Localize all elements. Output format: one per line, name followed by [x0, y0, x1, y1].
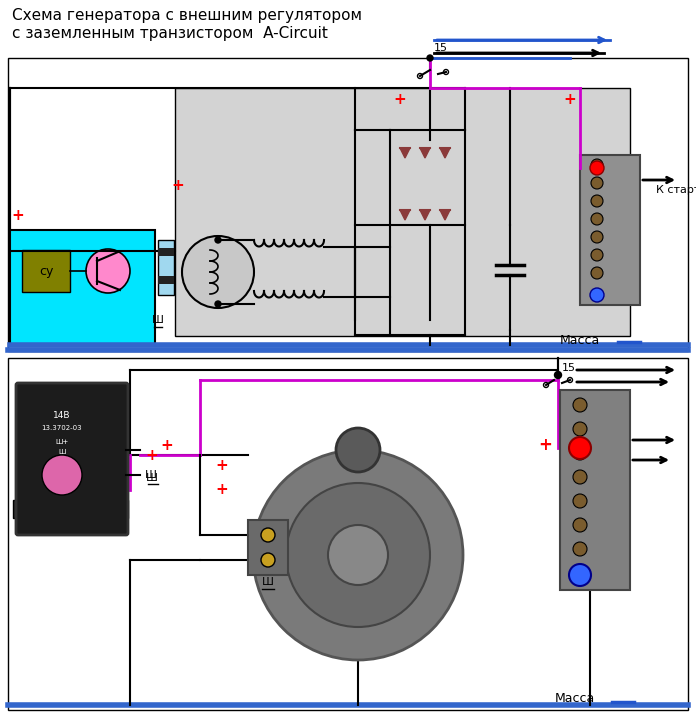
Bar [158, 248, 174, 256]
Polygon shape [400, 148, 410, 158]
Text: су: су [39, 265, 53, 278]
Text: Масса: Масса [560, 334, 600, 347]
Circle shape [86, 249, 130, 293]
Circle shape [573, 518, 587, 532]
Bar [8, 58, 688, 351]
Text: +: + [12, 208, 24, 222]
Text: Ш+: Ш+ [56, 439, 69, 445]
Bar [175, 88, 630, 336]
Circle shape [261, 553, 275, 567]
Circle shape [591, 213, 603, 225]
Text: Ш: Ш [152, 315, 164, 325]
Circle shape [591, 195, 603, 207]
Circle shape [573, 494, 587, 508]
Text: Схема генератора с внешним регулятором: Схема генератора с внешним регулятором [12, 8, 362, 23]
Circle shape [215, 301, 221, 307]
Bar [158, 276, 174, 284]
Text: Ш: Ш [146, 473, 158, 483]
Bar [108, 500, 128, 518]
Circle shape [573, 470, 587, 484]
Bar [22, 250, 70, 292]
Circle shape [573, 422, 587, 436]
Circle shape [336, 428, 380, 472]
Circle shape [427, 55, 433, 61]
Polygon shape [400, 210, 410, 220]
Circle shape [261, 528, 275, 542]
Bar [8, 358, 688, 710]
Circle shape [573, 446, 587, 460]
Text: 15: 15 [562, 363, 576, 373]
Circle shape [569, 564, 591, 586]
Bar [13, 500, 33, 518]
Bar [580, 155, 640, 305]
Circle shape [286, 483, 430, 627]
Circle shape [253, 450, 463, 660]
Circle shape [591, 231, 603, 243]
Circle shape [42, 455, 82, 495]
Bar [10, 230, 155, 345]
Text: 13.3702-03: 13.3702-03 [42, 425, 82, 431]
Circle shape [590, 288, 604, 302]
Text: с заземленным транзистором  A-Circuit: с заземленным транзистором A-Circuit [12, 26, 328, 41]
Circle shape [591, 177, 603, 189]
Circle shape [573, 542, 587, 556]
Polygon shape [420, 210, 430, 220]
Circle shape [573, 398, 587, 412]
Text: К стартеру: К стартеру [656, 185, 696, 195]
Circle shape [590, 161, 604, 175]
Text: Ш: Ш [262, 577, 274, 587]
Text: +: + [564, 93, 576, 108]
Polygon shape [440, 210, 450, 220]
Text: +: + [145, 447, 159, 462]
Bar [248, 520, 288, 575]
Circle shape [215, 237, 221, 243]
Circle shape [182, 236, 254, 308]
Circle shape [569, 437, 591, 459]
FancyBboxPatch shape [16, 383, 128, 535]
Text: +: + [394, 93, 406, 108]
Circle shape [591, 267, 603, 279]
Bar [158, 240, 174, 295]
Circle shape [591, 249, 603, 261]
Text: +: + [538, 436, 552, 454]
Bar [560, 390, 630, 590]
Circle shape [555, 372, 562, 378]
Text: Ш: Ш [145, 470, 157, 480]
Text: Масса: Масса [555, 692, 595, 705]
Text: +: + [172, 178, 184, 193]
Circle shape [591, 159, 603, 171]
Text: Ш: Ш [58, 449, 65, 455]
Circle shape [328, 525, 388, 585]
Polygon shape [420, 148, 430, 158]
Text: +: + [216, 457, 228, 472]
Text: +: + [161, 439, 173, 454]
Text: 14В: 14В [54, 411, 71, 419]
Polygon shape [440, 148, 450, 158]
Text: 15: 15 [434, 43, 448, 53]
Text: +: + [216, 482, 228, 498]
